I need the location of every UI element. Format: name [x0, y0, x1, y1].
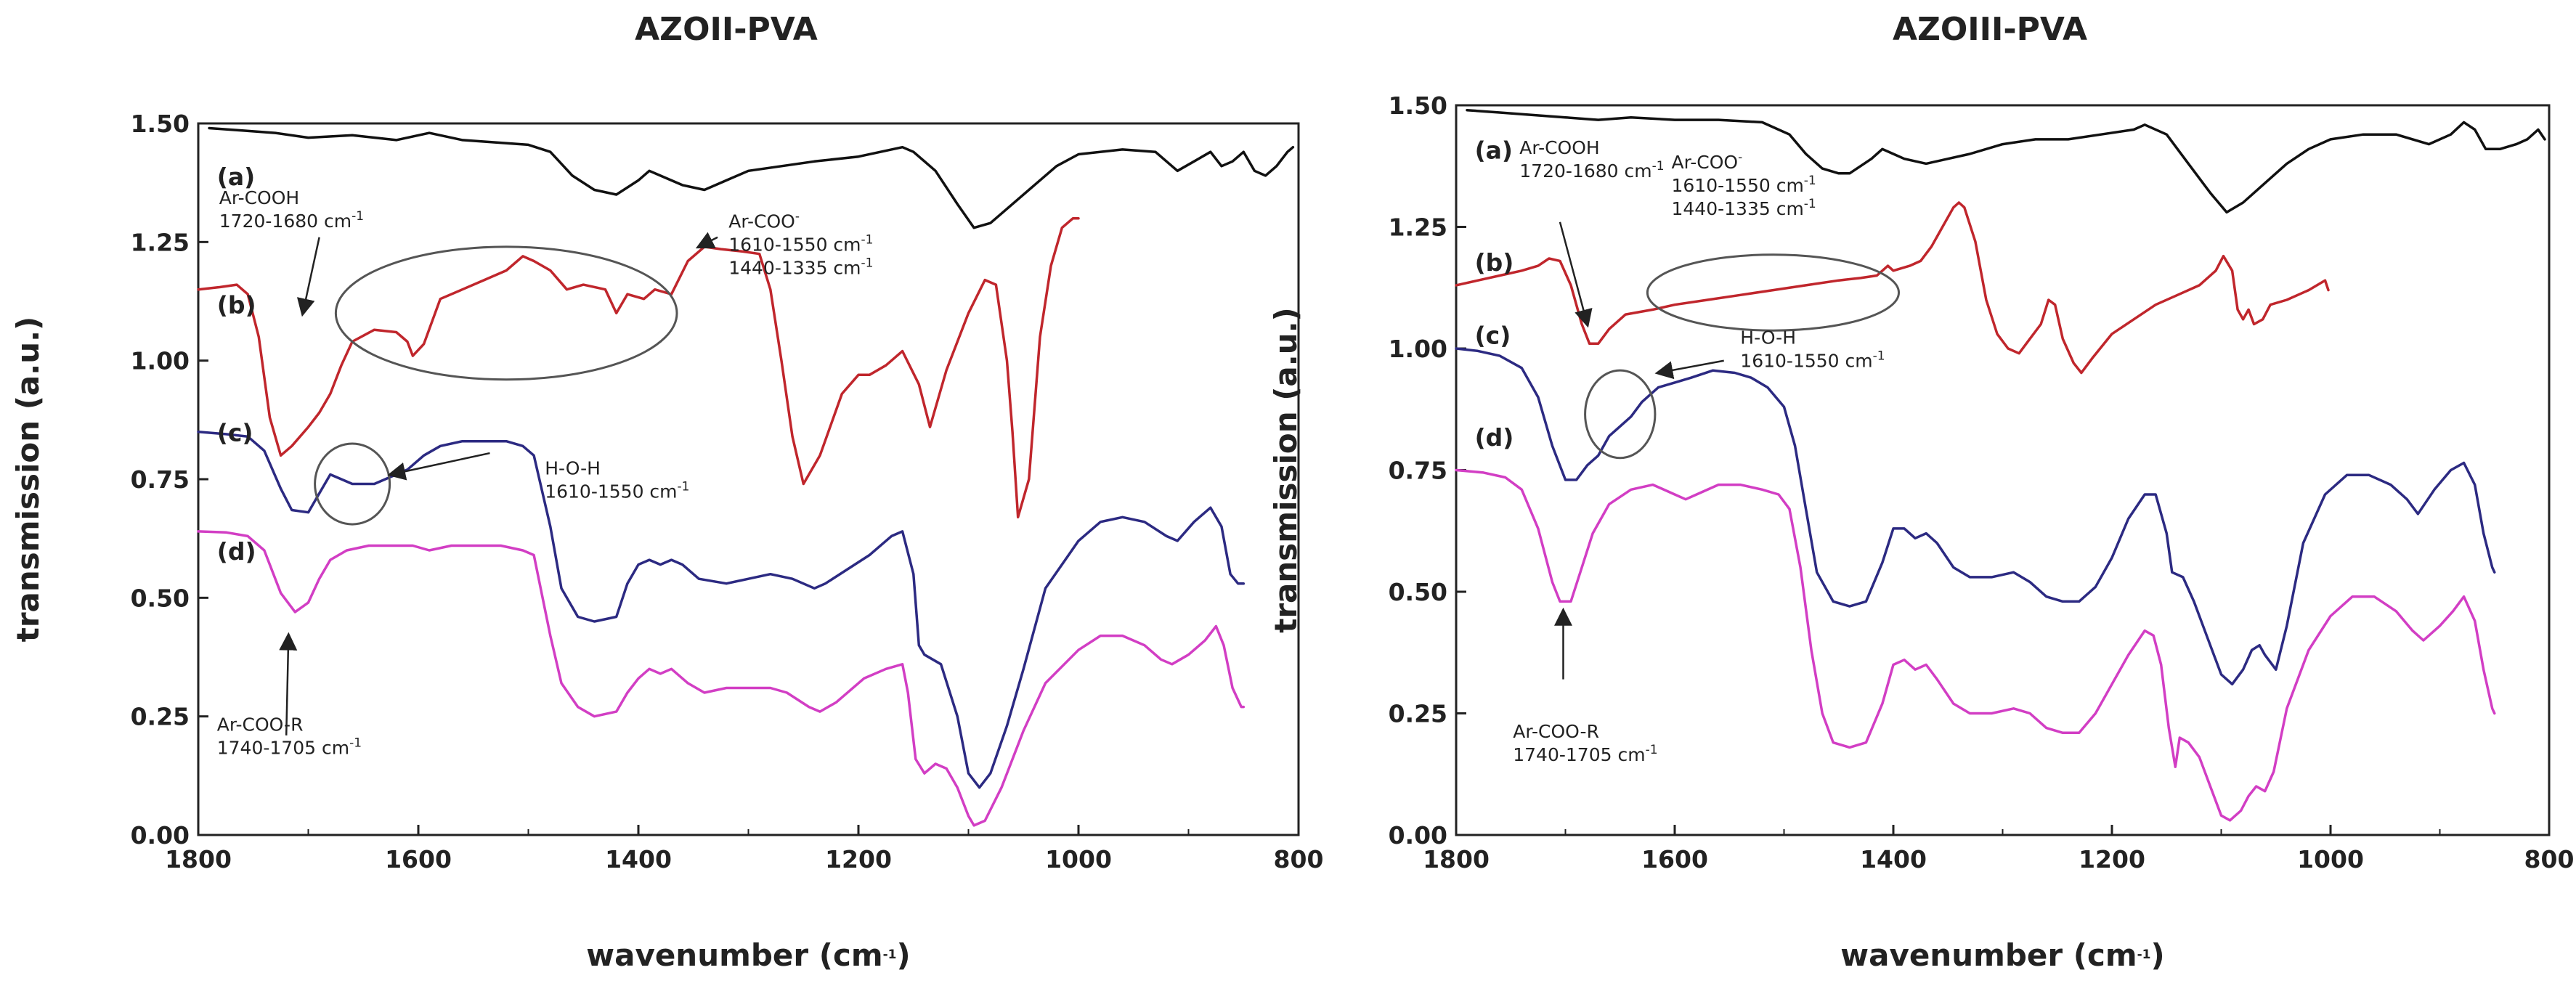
left-series-line-c: [197, 430, 1246, 789]
right-x-tick-label: 800: [2524, 845, 2575, 873]
left-annotation-text: 1610-1550 cm-1: [545, 479, 689, 502]
x-axis-label-tail: ): [2151, 937, 2165, 973]
left-annotation-arrow: [387, 452, 490, 481]
left-curve-label: (c): [217, 419, 253, 447]
superscript: -1: [352, 209, 364, 224]
right-series-line-d: [1455, 468, 2496, 822]
right-annotation-text: 1610-1550 cm-1: [1740, 349, 1885, 371]
left-annotation-arrow: [695, 232, 718, 249]
left-panel: AZOII-PVA 1800 1600 1400 1200 1000 800 0.00 0.25…: [10, 11, 1323, 973]
left-x-tick-label: 800: [1274, 845, 1324, 873]
right-chart-title: AZOIII-PVA: [1893, 11, 2087, 48]
left-annotation-text: 1720-1680 cm-1: [219, 209, 364, 232]
superscript: -1: [1646, 743, 1658, 757]
right-y-tick-label: 0.75: [1389, 457, 1447, 485]
left-series-line-b: [197, 216, 1080, 519]
right-annotation-text: 1440-1335 cm-1: [1671, 197, 1816, 219]
right-y-tick-label: 0.50: [1389, 578, 1447, 606]
left-annotation-arrow: [279, 632, 298, 736]
right-curve-label: (a): [1475, 137, 1513, 165]
right-curve-label: (d): [1475, 423, 1514, 452]
left-x-tick-label: 1600: [385, 845, 452, 873]
right-y-tick-label: 1.50: [1389, 91, 1447, 120]
right-y-tick-label: 1.00: [1389, 335, 1447, 363]
left-x-axis-label: wavenumber (cm-1): [586, 937, 910, 973]
right-x-tick-label: 1200: [2079, 845, 2145, 873]
right-annotation-text: Ar-COO-: [1671, 150, 1742, 173]
left-annotation-text: Ar-COO-R: [217, 714, 304, 735]
left-annotation-text: 1610-1550 cm-1: [728, 233, 873, 256]
right-curve-label: (b): [1475, 248, 1514, 277]
left-y-axis-label: transmission (a.u.): [10, 317, 46, 643]
left-y-tick-label: 0.75: [131, 465, 190, 494]
superscript: -1: [1873, 349, 1885, 363]
left-y-tick-label: 0.00: [131, 821, 190, 849]
left-annotation-text: 1740-1705 cm-1: [217, 736, 362, 758]
left-curve-label: (a): [217, 163, 255, 191]
right-series-line-a: [1466, 108, 2546, 214]
right-x-tick-label: 1400: [1860, 845, 1927, 873]
superscript: -: [1738, 150, 1742, 165]
left-highlight-ellipse: [314, 442, 391, 526]
left-y-tick-label: 0.25: [131, 703, 190, 731]
right-annotation-text: Ar-COO-R: [1513, 721, 1599, 742]
left-annotation-arrow: [296, 237, 320, 317]
right-y-tick-label: 0.25: [1389, 700, 1447, 728]
superscript: -1: [1804, 174, 1816, 188]
left-highlight-ellipse: [334, 245, 678, 381]
left-annotation-text: 1440-1335 cm-1: [728, 256, 873, 279]
superscript: -1: [1652, 159, 1665, 174]
superscript: -1: [1804, 197, 1816, 211]
left-annotation-text: Ar-COO-: [728, 210, 800, 232]
left-y-tick-label: 1.50: [131, 110, 190, 138]
superscript: -: [795, 210, 800, 224]
right-curve-label: (c): [1475, 321, 1511, 349]
right-annotation-text: Ar-COOH: [1519, 137, 1599, 158]
superscript: -1: [861, 233, 874, 248]
right-annotation-text: H-O-H: [1740, 327, 1796, 348]
left-series-line-a: [208, 126, 1295, 229]
right-x-tick-label: 1000: [2297, 845, 2364, 873]
right-plot-frame: [1455, 104, 2551, 836]
right-y-axis-label: transmission (a.u.): [1268, 307, 1304, 633]
right-highlight-ellipse: [1584, 369, 1657, 460]
left-annotation-text: Ar-COOH: [219, 187, 299, 208]
right-annotation-arrow: [1559, 221, 1593, 328]
left-series-line-d: [197, 530, 1246, 827]
right-highlight-ellipse: [1646, 253, 1901, 332]
left-y-tick-label: 1.00: [131, 347, 190, 375]
left-curve-label: (b): [217, 290, 256, 319]
left-chart-title: AZOII-PVA: [635, 11, 818, 48]
right-annotation-text: 1720-1680 cm-1: [1519, 159, 1664, 182]
right-y-tick-label: 1.25: [1389, 213, 1447, 242]
right-y-tick-label: 0.00: [1389, 821, 1447, 849]
right-panel: AZOIII-PVA 1800 1600 1400 1200 1000 800 0.00 0.2…: [1268, 11, 2574, 973]
right-annotation-arrow: [1654, 359, 1724, 380]
superscript: -1: [349, 736, 362, 750]
right-x-axis-label: wavenumber (cm-1): [1840, 937, 2164, 973]
superscript: -1: [678, 479, 690, 494]
left-x-tick-label: 1400: [605, 845, 672, 873]
right-series-line-b: [1455, 201, 2330, 375]
x-axis-label-tail: ): [897, 937, 911, 973]
left-y-tick-label: 1.25: [131, 228, 190, 256]
right-annotation-text: 1610-1550 cm-1: [1671, 174, 1816, 196]
left-y-tick-label: 0.50: [131, 584, 190, 612]
left-curve-label: (d): [217, 537, 256, 566]
left-x-tick-label: 1200: [825, 845, 892, 873]
left-annotation-text: H-O-H: [545, 457, 601, 478]
left-x-tick-label: 1000: [1045, 845, 1112, 873]
right-x-tick-label: 1800: [1423, 845, 1490, 873]
superscript: -1: [883, 948, 897, 962]
superscript: -1: [2137, 948, 2151, 962]
right-x-tick-label: 1600: [1641, 845, 1708, 873]
left-x-tick-label: 1800: [165, 845, 232, 873]
right-series-line-c: [1455, 347, 2496, 686]
right-annotation-text: 1740-1705 cm-1: [1513, 743, 1657, 765]
superscript: -1: [861, 256, 874, 271]
